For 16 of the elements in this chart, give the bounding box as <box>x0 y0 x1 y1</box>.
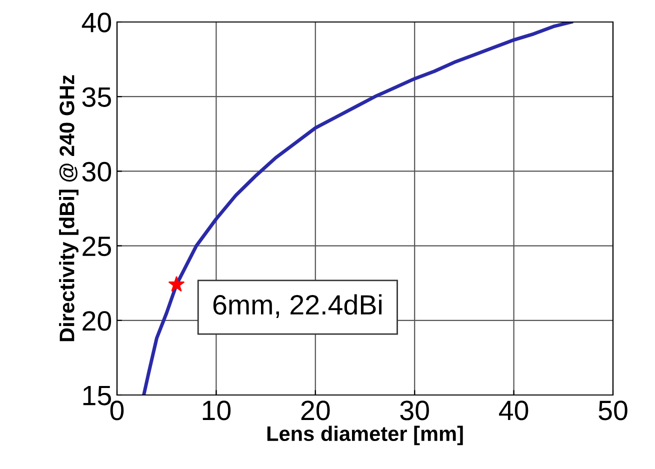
x-axis-title: Lens diameter [mm] <box>267 426 463 446</box>
y-axis-title: Directivity [dBi] @ 240 GHz <box>59 75 78 342</box>
x-tick-label: 30 <box>400 400 429 420</box>
x-tick-label: 10 <box>202 400 231 420</box>
y-tick-label: 15 <box>83 386 111 406</box>
annotation: 6mm, 22.4dBi <box>213 294 382 318</box>
x-tick-label: 50 <box>598 400 628 420</box>
y-tick-label: 40 <box>82 12 112 32</box>
y-tick-label: 25 <box>82 236 111 256</box>
x-tick-label: 20 <box>301 400 330 420</box>
line-series <box>142 22 574 395</box>
x-tick-label: 40 <box>498 400 528 420</box>
y-tick-label: 20 <box>82 311 112 331</box>
x-tick-label: 0 <box>110 400 124 420</box>
y-tick-label: 35 <box>82 87 111 107</box>
y-tick-label: 30 <box>82 162 112 182</box>
